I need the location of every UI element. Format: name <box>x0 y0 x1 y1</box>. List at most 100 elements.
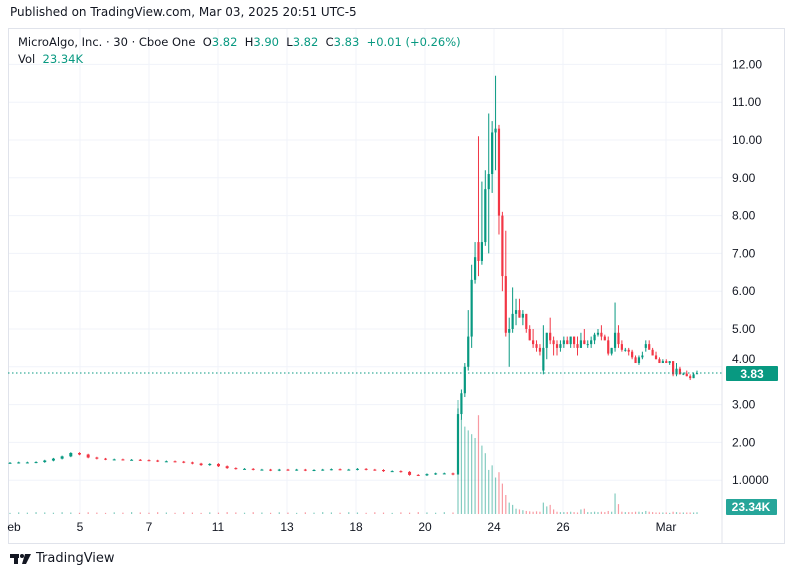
candle-body <box>43 460 47 463</box>
published-header: Published on TradingView.com, Mar 03, 20… <box>10 5 357 19</box>
volume-bar <box>669 512 671 514</box>
volume-bar <box>488 469 490 514</box>
candle-body <box>586 344 589 346</box>
volume-bar <box>641 512 643 514</box>
volume-bar <box>174 512 176 514</box>
volume-bar <box>131 512 133 514</box>
volume-bar <box>426 512 428 514</box>
candle-body <box>610 347 613 354</box>
volume-bar <box>587 512 589 514</box>
candle-body <box>463 366 466 394</box>
volume-bar <box>648 511 650 514</box>
volume-bar <box>611 511 613 514</box>
volume-bar <box>191 512 194 514</box>
volume-bar <box>477 415 480 514</box>
candle-body <box>286 469 290 471</box>
volume-bar <box>675 512 678 514</box>
volume-bar <box>614 493 616 514</box>
volume-bar <box>443 512 445 514</box>
volume-bar <box>87 512 89 514</box>
candle-body <box>373 469 377 471</box>
candle-body <box>216 463 220 467</box>
volume-bar <box>665 512 667 514</box>
x-tick-label: 18 <box>349 520 363 534</box>
candle-body <box>434 473 438 475</box>
volume-bar <box>604 512 606 514</box>
candle-body <box>549 332 552 341</box>
candle-body <box>668 361 671 364</box>
candle-body <box>576 344 579 348</box>
volume-bar <box>261 512 263 514</box>
x-tick-label: 13 <box>280 520 294 534</box>
candle-body <box>487 174 490 190</box>
candle-body <box>593 334 596 341</box>
candle-body <box>532 340 535 345</box>
volume-bar <box>590 512 592 514</box>
volume-bar <box>322 512 324 514</box>
volume-bar <box>61 512 63 514</box>
y-tick-label: 10.00 <box>732 133 762 147</box>
volume-bar <box>226 512 228 514</box>
candle-body <box>425 474 429 476</box>
volume-bar <box>600 511 602 514</box>
candle-body <box>562 340 565 345</box>
candle-body <box>590 340 593 345</box>
volume-bar <box>391 512 393 514</box>
volume-bar <box>481 445 483 514</box>
tradingview-logo[interactable]: TradingView <box>10 551 115 566</box>
high-label: H <box>244 35 254 49</box>
candle-body <box>112 459 116 461</box>
volume-bar <box>484 453 486 514</box>
symbol-name[interactable]: MicroAlgo, Inc. · 30 · Cboe One <box>18 35 196 49</box>
candle-body <box>121 459 125 461</box>
candle-body <box>295 469 299 471</box>
volume-bar <box>515 508 517 514</box>
volume-bar <box>287 512 289 514</box>
x-tick-label: 20 <box>418 520 432 534</box>
candle-body <box>156 460 160 462</box>
volume-bar <box>452 512 454 514</box>
volume-bar <box>634 511 637 514</box>
candle-body <box>555 344 559 348</box>
candle-body <box>689 376 692 379</box>
candle-body <box>545 332 548 348</box>
volume-bar <box>682 512 684 514</box>
candle-body <box>182 461 186 463</box>
volume-legend-label: Vol <box>18 52 36 66</box>
candle-body <box>138 459 142 461</box>
volume-bar <box>471 434 473 514</box>
y-tick-label: 4.00 <box>732 352 756 366</box>
volume-bar <box>535 511 538 514</box>
volume-bar <box>628 512 630 514</box>
volume-bar <box>624 512 626 514</box>
candle-body <box>480 242 483 261</box>
change-value: +0.01 (+0.26%) <box>366 35 461 49</box>
low-label: L <box>286 35 293 49</box>
volume-badge <box>726 499 777 515</box>
volume-bar <box>658 512 661 514</box>
volume-bar <box>296 512 298 514</box>
volume-bar <box>269 512 272 514</box>
x-tick-label: 5 <box>77 520 84 534</box>
y-tick-label: 6.00 <box>732 284 756 298</box>
y-tick-label: 1.0000 <box>732 473 769 487</box>
x-tick-label: 24 <box>487 520 501 534</box>
volume-bar <box>672 511 674 514</box>
candle-body <box>648 344 651 350</box>
volume-bar <box>104 512 107 514</box>
volume-bar <box>374 512 376 514</box>
volume-bar <box>243 512 246 514</box>
candle-body <box>658 359 661 364</box>
volume-bar <box>217 512 220 514</box>
candle-body <box>607 340 610 354</box>
candle-body <box>234 468 238 470</box>
candle-body <box>364 468 368 470</box>
candle-body <box>641 355 644 358</box>
volume-bar <box>597 512 599 514</box>
volume-bar <box>165 512 167 514</box>
volume-bar <box>556 511 558 514</box>
candle-body <box>665 361 668 364</box>
candle-body <box>277 469 281 471</box>
volume-bar <box>235 512 237 514</box>
